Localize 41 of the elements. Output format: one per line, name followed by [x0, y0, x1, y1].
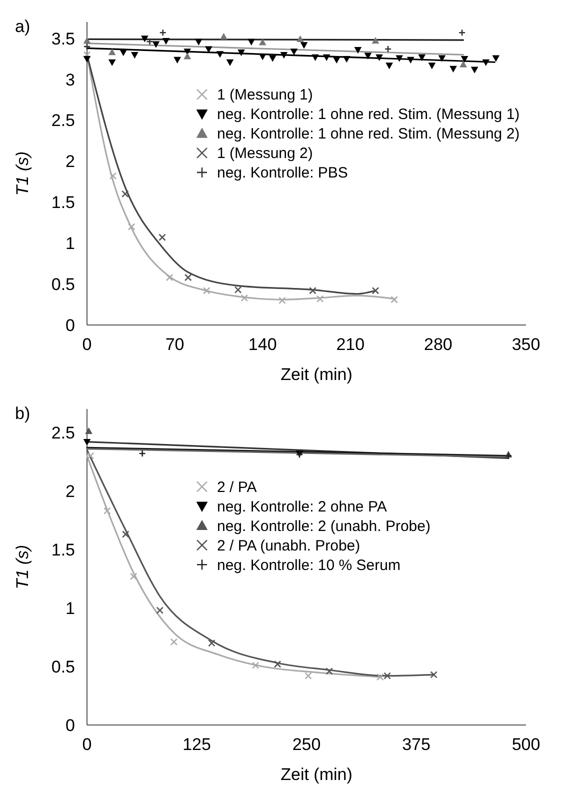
legend-label: 2 / PA: [217, 478, 257, 496]
legend-label: 1 (Messung 1): [217, 86, 313, 104]
x-tick-label: 70: [165, 335, 184, 354]
legend-label: neg. Kontrolle: PBS: [217, 164, 348, 182]
y-tick-label: 0.5: [51, 275, 75, 294]
y-tick-label: 3: [66, 70, 75, 90]
legend-label: neg. Kontrolle: 1 ohne red. Stim. (Messung 2): [217, 126, 520, 143]
legend-label: 2 / PA (unabh. Probe): [217, 537, 360, 554]
x-axis-title: Zeit (min): [280, 365, 352, 384]
y-tick-label: 1.5: [51, 193, 75, 212]
y-tick-label: 0.5: [51, 657, 75, 676]
y-tick-label: 1.5: [51, 540, 75, 560]
x-tick-label: 375: [402, 735, 430, 754]
legend-label: neg. Kontrolle: 1 ohne red. Stim. (Messung 1): [217, 106, 520, 124]
y-tick-label: 3.5: [51, 29, 75, 48]
y-tick-label: 1: [66, 598, 75, 618]
y-tick-label: 2: [66, 152, 75, 172]
x-tick-label: 500: [512, 735, 540, 754]
y-tick-label: 0: [66, 716, 75, 735]
y-tick-label: 2: [66, 482, 75, 501]
x-tick-label: 350: [512, 335, 540, 354]
x-tick-label: 0: [82, 335, 92, 354]
legend-label: neg. Kontrolle: 10 % Serum: [217, 556, 400, 574]
y-tick-label: 1: [66, 234, 75, 254]
legend-label: 1 (Messung 2): [217, 145, 313, 162]
legend-label: neg. Kontrolle: 2 ohne PA: [217, 498, 387, 516]
y-axis-title: T1 (s): [13, 151, 32, 196]
x-tick-label: 140: [248, 335, 277, 354]
y-tick-label: 0: [66, 316, 75, 335]
y-axis-title: T1 (s): [13, 544, 32, 590]
x-tick-label: 250: [292, 735, 321, 754]
x-tick-label: 210: [336, 335, 365, 354]
x-tick-label: 125: [182, 735, 211, 754]
x-tick-label: 280: [424, 335, 452, 354]
legend-label: neg. Kontrolle: 2 (unabh. Probe): [217, 518, 430, 535]
chart-title: a): [15, 17, 30, 36]
x-axis-title: Zeit (min): [280, 765, 352, 784]
y-tick-label: 2.5: [51, 111, 75, 130]
x-tick-label: 0: [82, 735, 92, 754]
chart-title: b): [15, 404, 30, 423]
y-tick-label: 2.5: [51, 423, 75, 442]
